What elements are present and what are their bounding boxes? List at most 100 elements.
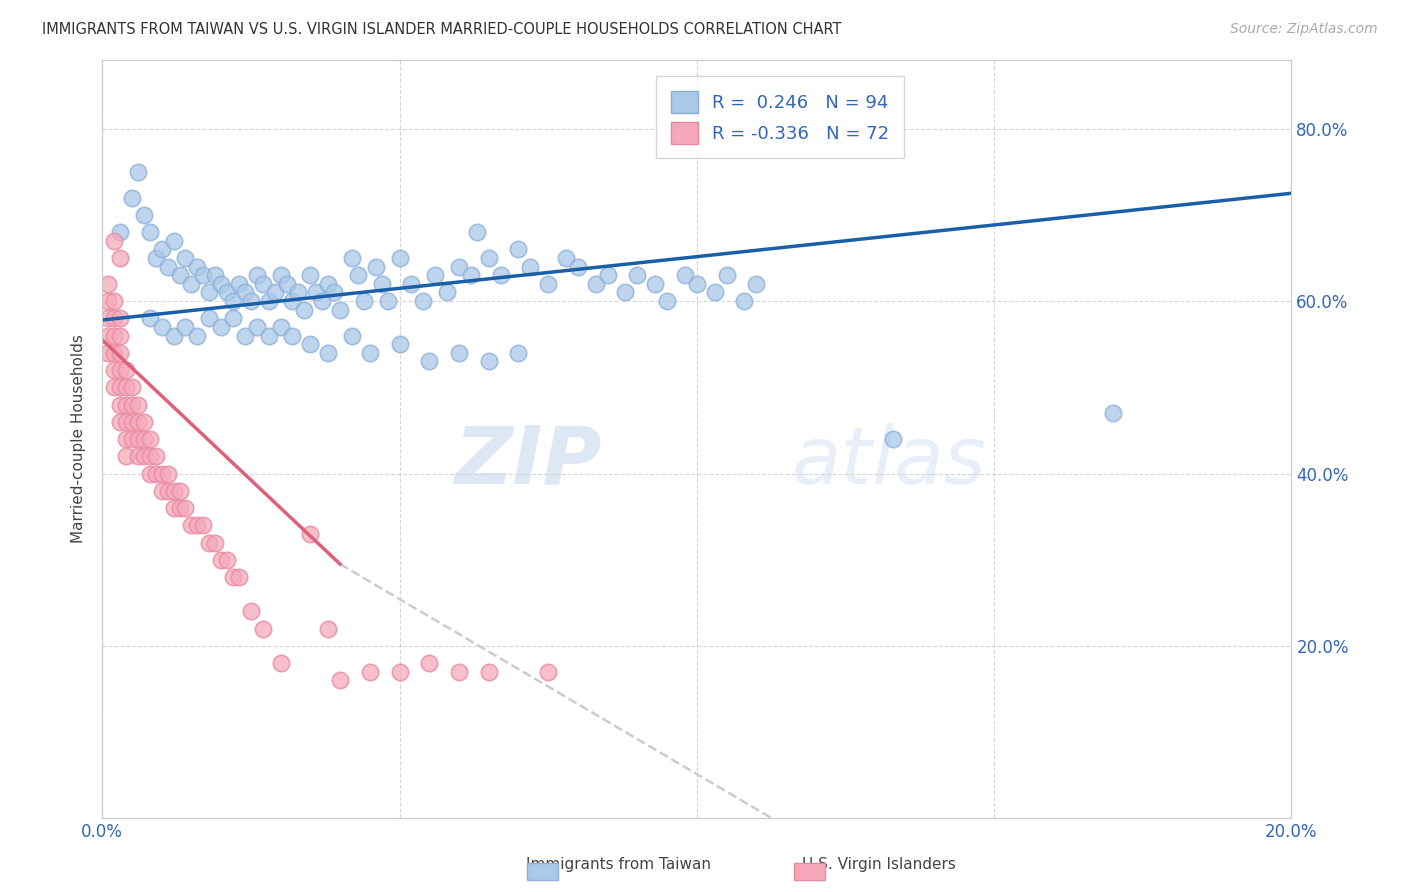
Point <box>115 398 138 412</box>
Point <box>388 665 411 679</box>
Point <box>103 346 125 360</box>
Point <box>103 328 125 343</box>
Point <box>257 328 280 343</box>
Point <box>596 268 619 283</box>
Point <box>252 622 274 636</box>
Point <box>281 328 304 343</box>
Point <box>132 450 155 464</box>
Point <box>281 294 304 309</box>
Point <box>412 294 434 309</box>
Point <box>447 346 470 360</box>
Point <box>108 328 131 343</box>
Point <box>97 294 120 309</box>
Point <box>139 311 162 326</box>
Point <box>370 277 392 291</box>
Point <box>209 277 232 291</box>
Point <box>299 337 322 351</box>
Point <box>186 260 208 274</box>
Point <box>401 277 423 291</box>
Point <box>478 354 501 368</box>
Text: U.S. Virgin Islanders: U.S. Virgin Islanders <box>801 857 956 872</box>
Point <box>465 225 488 239</box>
Point <box>316 622 339 636</box>
Point <box>127 432 149 446</box>
Point <box>162 483 184 498</box>
Point <box>209 553 232 567</box>
Point <box>121 190 143 204</box>
Point <box>108 225 131 239</box>
Point <box>228 277 250 291</box>
Point <box>115 380 138 394</box>
Point <box>447 260 470 274</box>
Point <box>555 251 578 265</box>
Point <box>359 665 381 679</box>
Point <box>686 277 709 291</box>
Point <box>108 398 131 412</box>
Point <box>733 294 755 309</box>
Point <box>145 251 167 265</box>
Point <box>364 260 387 274</box>
Point <box>585 277 607 291</box>
Point <box>252 277 274 291</box>
Point <box>186 328 208 343</box>
Point <box>139 467 162 481</box>
Point <box>103 311 125 326</box>
Point <box>103 234 125 248</box>
Point <box>222 311 245 326</box>
Point <box>292 302 315 317</box>
Point <box>1102 406 1125 420</box>
Point <box>103 294 125 309</box>
Point <box>103 363 125 377</box>
Point <box>388 337 411 351</box>
Point <box>222 570 245 584</box>
Point <box>508 346 530 360</box>
Point <box>162 234 184 248</box>
Point <box>97 346 120 360</box>
Point <box>121 415 143 429</box>
Point <box>156 260 179 274</box>
Point <box>97 311 120 326</box>
Point <box>97 328 120 343</box>
Point <box>139 450 162 464</box>
Point <box>436 285 458 300</box>
Point <box>169 268 191 283</box>
Text: Immigrants from Taiwan: Immigrants from Taiwan <box>526 857 711 872</box>
Point <box>388 251 411 265</box>
Point <box>425 268 447 283</box>
Point <box>340 251 363 265</box>
Text: IMMIGRANTS FROM TAIWAN VS U.S. VIRGIN ISLANDER MARRIED-COUPLE HOUSEHOLDS CORRELA: IMMIGRANTS FROM TAIWAN VS U.S. VIRGIN IS… <box>42 22 842 37</box>
Point <box>418 354 440 368</box>
Point <box>673 268 696 283</box>
Point <box>882 432 904 446</box>
Point <box>614 285 637 300</box>
Point <box>489 268 512 283</box>
Point <box>209 320 232 334</box>
Legend: R =  0.246   N = 94, R = -0.336   N = 72: R = 0.246 N = 94, R = -0.336 N = 72 <box>657 76 904 158</box>
Point <box>115 432 138 446</box>
Point <box>353 294 375 309</box>
Point <box>139 432 162 446</box>
Point <box>156 467 179 481</box>
Point <box>537 665 560 679</box>
Point <box>115 415 138 429</box>
Point <box>174 251 197 265</box>
Point <box>150 467 173 481</box>
Text: ZIP: ZIP <box>454 423 602 500</box>
Point <box>263 285 285 300</box>
Point <box>217 553 239 567</box>
Point <box>132 415 155 429</box>
Point <box>567 260 589 274</box>
Point <box>323 285 346 300</box>
Point <box>340 328 363 343</box>
Point <box>108 311 131 326</box>
Point <box>299 527 322 541</box>
Point <box>519 260 541 274</box>
Point <box>359 346 381 360</box>
Point <box>108 380 131 394</box>
Point <box>204 268 226 283</box>
Point <box>150 320 173 334</box>
Point <box>145 450 167 464</box>
Point <box>228 570 250 584</box>
Point <box>276 277 298 291</box>
Point <box>478 251 501 265</box>
